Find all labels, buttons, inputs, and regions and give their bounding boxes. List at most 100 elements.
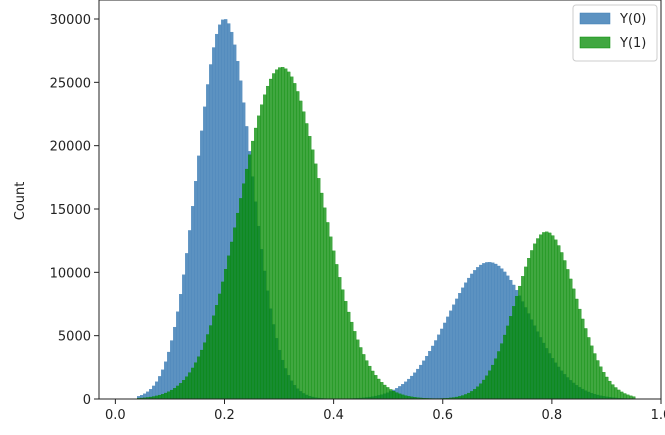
histogram-bar — [596, 360, 600, 400]
histogram-bar — [197, 356, 201, 400]
histogram-bar — [404, 395, 408, 400]
legend-label: Y(0) — [619, 12, 646, 27]
histogram-bar — [602, 372, 606, 400]
y-tick-label: 0 — [83, 393, 91, 408]
histogram-bar — [479, 383, 483, 400]
y-tick-label: 25000 — [50, 76, 91, 91]
histogram-bars — [137, 19, 636, 400]
histogram-bar — [464, 282, 468, 400]
y-tick-label: 15000 — [50, 203, 91, 218]
histogram-bar — [230, 241, 234, 400]
histogram-bar — [584, 328, 588, 400]
histogram-bar — [473, 270, 477, 400]
histogram-bar — [446, 316, 450, 400]
histogram-bar — [218, 293, 222, 400]
histogram-bar — [395, 392, 399, 400]
histogram-bar — [290, 76, 294, 400]
histogram-bar — [623, 393, 627, 400]
histogram-bar — [233, 227, 237, 400]
histogram-bar — [317, 178, 321, 400]
histogram-bar — [566, 269, 570, 400]
histogram-bar — [275, 69, 279, 400]
histogram-bar — [413, 372, 417, 400]
legend-label: Y(1) — [619, 36, 646, 51]
histogram-bar — [527, 258, 531, 400]
histogram-bar — [320, 192, 324, 400]
y-tick-label: 5000 — [58, 330, 91, 345]
histogram-bar — [356, 339, 360, 400]
histogram-bar — [191, 367, 195, 400]
histogram-bar — [224, 269, 228, 400]
x-tick-label: 0.6 — [432, 408, 453, 423]
histogram-bar — [485, 375, 489, 400]
histogram-bar — [164, 392, 168, 400]
histogram-bar — [200, 349, 204, 400]
x-tick-label: 0.2 — [214, 408, 235, 423]
series-y1-bars — [137, 67, 636, 400]
axis-ticks: 0.0 0.2 0.4 0.6 0.8 1.0 0 5000 10000 15000 20000 25… — [50, 13, 665, 423]
histogram-bar — [476, 267, 480, 400]
histogram-bar — [464, 394, 468, 400]
histogram-bar — [434, 340, 438, 400]
histogram-bar — [548, 232, 552, 400]
histogram-bar — [560, 252, 564, 400]
histogram-bar — [398, 393, 402, 400]
histogram-bar — [353, 331, 357, 400]
histogram-bar — [452, 304, 456, 400]
histogram-bar — [482, 379, 486, 400]
histogram-bar — [332, 250, 336, 400]
histogram-bar — [242, 183, 246, 400]
histogram-bar — [572, 288, 576, 400]
histogram-bar — [203, 342, 207, 400]
histogram-bar — [530, 250, 534, 400]
histogram-bar — [239, 198, 243, 400]
histogram-bar — [506, 325, 510, 400]
histogram-bar — [248, 154, 252, 400]
histogram-bar — [419, 364, 423, 400]
histogram-bar — [461, 395, 465, 400]
histogram-bar — [326, 222, 330, 400]
histogram-bar — [287, 71, 291, 400]
histogram-bar — [374, 375, 378, 400]
histogram-bar — [293, 83, 297, 400]
x-tick-label: 1.0 — [651, 408, 665, 423]
histogram-bar — [338, 277, 342, 400]
histogram-bar — [167, 391, 171, 400]
histogram-bar — [614, 387, 618, 400]
histogram-bar — [368, 365, 372, 400]
histogram-bar — [347, 311, 351, 400]
x-tick-label: 0.8 — [542, 408, 563, 423]
histogram-bar — [182, 380, 186, 400]
histogram-bar — [380, 382, 384, 400]
histogram-bar — [521, 276, 525, 400]
histogram-bar — [437, 334, 441, 400]
histogram-bar — [440, 328, 444, 400]
histogram-bar — [251, 140, 255, 400]
histogram-bar — [302, 111, 306, 400]
histogram-bar — [323, 207, 327, 400]
histogram-bar — [359, 347, 363, 400]
histogram-bar — [350, 321, 354, 400]
histogram-bar — [470, 273, 474, 400]
histogram-bar — [458, 293, 462, 400]
histogram-bar — [176, 385, 180, 400]
histogram-bar — [383, 384, 387, 400]
histogram-bar — [281, 67, 285, 400]
y-tick-label: 30000 — [50, 13, 91, 28]
histogram-bar — [215, 305, 219, 400]
histogram-bar — [587, 337, 591, 400]
histogram-bar — [422, 360, 426, 400]
histogram-bar — [545, 231, 549, 400]
histogram-bar — [254, 127, 258, 400]
histogram-bar — [431, 345, 435, 400]
histogram-bar — [554, 239, 558, 400]
histogram-bar — [449, 310, 453, 400]
histogram-bar — [500, 343, 504, 400]
histogram-bar — [341, 289, 345, 400]
histogram-bar — [194, 362, 198, 400]
histogram-bar — [539, 234, 543, 400]
histogram-bar — [479, 264, 483, 400]
histogram-bar — [524, 266, 528, 400]
histogram-bar — [344, 301, 348, 400]
